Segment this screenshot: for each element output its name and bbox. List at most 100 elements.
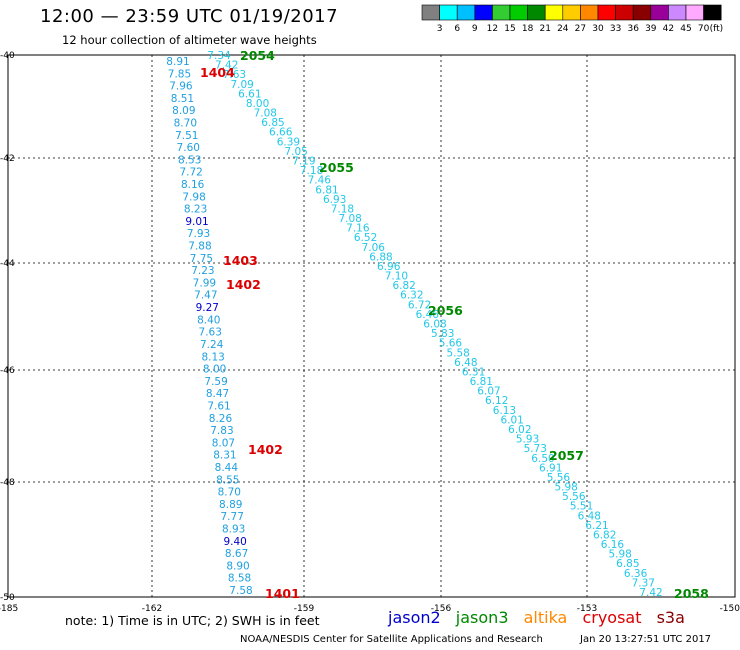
footer-note: note: 1) Time is in UTC; 2) SWH is in fe…: [65, 613, 320, 628]
pass-time-label: 2056: [428, 303, 463, 318]
swh-value: 8.16: [181, 179, 205, 191]
colorbar-tick: 45: [680, 24, 691, 34]
satellite-legend: jason2 jason3 altika cryosat s3a: [388, 608, 695, 627]
colorbar-tick: 21: [539, 24, 550, 34]
swh-value: 6.85: [616, 558, 639, 570]
legend-cryosat: cryosat: [582, 608, 642, 627]
swh-value: 8.70: [174, 118, 197, 130]
swh-value: 7.18: [300, 165, 323, 177]
swh-value: 6.81: [470, 376, 493, 388]
swh-value: 7.34: [207, 50, 231, 62]
latitude-tick-label: -40: [0, 51, 15, 61]
latitude-tick-label: -46: [0, 366, 15, 376]
swh-value: 7.16: [346, 223, 370, 235]
color-scale: 3 6 9 12 15 18 21 24 27 30 33 36 39 42 45 70 (ft): [421, 4, 723, 34]
swh-value: 6.66: [269, 127, 293, 139]
swh-value: 8.07: [212, 437, 235, 449]
colorbar-tick: 39: [645, 24, 657, 34]
pass-time-label: 1404: [200, 65, 235, 80]
swh-value: 6.85: [261, 117, 284, 129]
swh-value: 8.40: [197, 314, 220, 326]
colorbar-tick: 42: [663, 24, 674, 34]
map-frame: [7, 54, 736, 598]
colorbar-tick: 3: [437, 24, 443, 34]
credit-line: NOAA/NESDIS Center for Satellite Applica…: [240, 634, 543, 645]
swh-value: 8.47: [206, 388, 229, 400]
swh-value: 5.98: [608, 549, 631, 561]
swh-value: 7.08: [254, 108, 277, 120]
colorbar-swatch: [703, 4, 722, 21]
swh-value: 9.01: [185, 216, 208, 228]
longitude-tick-label: -153: [577, 604, 597, 614]
swh-value: 6.72: [408, 299, 431, 311]
colorbar-tick: 24: [557, 24, 569, 34]
swh-value: 6.93: [323, 194, 346, 206]
colorbar-tick: 18: [522, 24, 534, 34]
longitude-tick-label: -162: [142, 604, 162, 614]
swh-value: 8.51: [171, 93, 194, 105]
swh-value: 6.01: [500, 414, 523, 426]
legend-altika: altika: [523, 608, 568, 627]
swh-value: 7.93: [187, 228, 210, 240]
colorbar-tick: 27: [575, 24, 586, 34]
swh-value: 8.70: [218, 487, 241, 499]
swh-value: 5.58: [446, 347, 469, 359]
longitude-tick-label: -185: [0, 604, 18, 614]
swh-value: 7.83: [210, 425, 233, 437]
swh-value: 8.53: [178, 154, 201, 166]
swh-value: 7.98: [182, 191, 205, 203]
swh-value: 7.61: [207, 400, 230, 412]
swh-value: 6.91: [539, 462, 562, 474]
swh-value: 7.63: [199, 327, 222, 339]
latitude-tick-label: -42: [0, 154, 15, 164]
swh-value: 5.73: [524, 443, 547, 455]
swh-value: 6.12: [485, 395, 508, 407]
swh-value: 6.07: [477, 386, 500, 398]
swh-value: 6.61: [238, 88, 261, 100]
swh-value: 6.39: [277, 136, 300, 148]
swh-value: 6.08: [423, 319, 446, 331]
swh-value: 7.77: [221, 511, 244, 523]
swh-value: 6.88: [369, 251, 392, 263]
swh-value: 8.26: [209, 413, 233, 425]
swh-value: 7.96: [169, 81, 193, 93]
page-title: 12:00 — 23:59 UTC 01/19/2017: [40, 6, 339, 27]
latitude-tick-label: -50: [0, 593, 15, 603]
swh-value: 6.52: [354, 232, 377, 244]
legend-jason2: jason2: [388, 608, 441, 627]
colorbar-tick: 9: [472, 24, 478, 34]
pass-time-label: 2054: [240, 48, 275, 63]
swh-value: 8.93: [222, 523, 245, 535]
pass-time-label: 2057: [549, 448, 584, 463]
swh-value: 7.75: [190, 253, 213, 265]
swh-value: 7.42: [215, 60, 238, 72]
colorbar-tick: 12: [487, 24, 498, 34]
swh-value: 7.58: [229, 585, 252, 597]
swh-value: 6.96: [377, 261, 401, 273]
swh-value: 6.31: [462, 366, 485, 378]
swh-value: 5.56: [547, 472, 571, 484]
swh-value: 8.00: [203, 364, 226, 376]
swh-value: 7.05: [284, 146, 307, 158]
swh-value: 6.32: [400, 290, 423, 302]
swh-value: 8.31: [213, 450, 236, 462]
swh-value: 8.55: [216, 474, 239, 486]
longitude-tick-label: -156: [431, 604, 452, 614]
swh-value: 5.83: [431, 328, 454, 340]
swh-value: 7.63: [223, 69, 246, 81]
colorbar-tick: 33: [610, 24, 621, 34]
swh-value: 7.23: [191, 265, 214, 277]
colorbar-tick: 15: [504, 24, 515, 34]
swh-value: 5.98: [554, 482, 577, 494]
swh-value: 8.09: [172, 105, 195, 117]
swh-value: 7.59: [204, 376, 227, 388]
swh-value: 6.82: [593, 529, 616, 541]
swh-value: 5.66: [439, 338, 463, 350]
swh-value: 6.46: [416, 309, 440, 321]
swh-value: 8.67: [225, 548, 248, 560]
swh-value: 6.02: [508, 424, 531, 436]
swh-value: 7.09: [230, 79, 253, 91]
swh-value: 6.13: [493, 405, 516, 417]
swh-value: 6.81: [315, 184, 338, 196]
